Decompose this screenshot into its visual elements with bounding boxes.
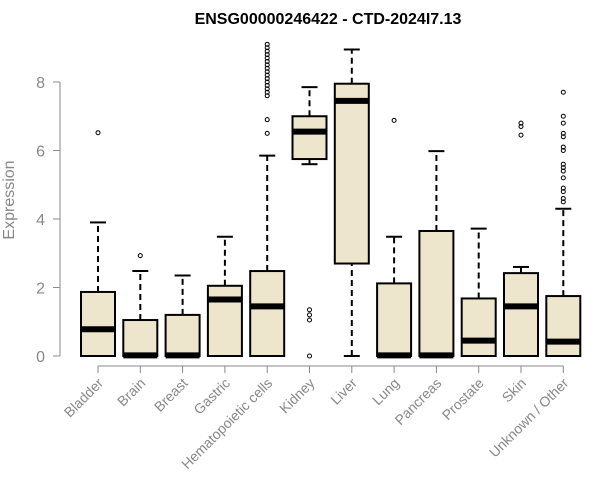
outlier-point (391, 117, 397, 123)
outlier-point (560, 175, 566, 181)
box-iqr (80, 290, 116, 358)
x-tick-label: Prostate (439, 375, 487, 423)
outlier-point (560, 120, 566, 126)
y-axis: 0 2 4 6 8 (36, 75, 61, 366)
box-group (460, 227, 497, 357)
outlier-point (264, 89, 270, 95)
box-iqr (249, 270, 286, 357)
outlier-point (264, 58, 270, 64)
outlier-point (264, 65, 270, 71)
outlier-point (560, 134, 566, 140)
outlier-point (264, 48, 270, 54)
y-tick-label: 8 (36, 75, 45, 92)
outlier-point (264, 72, 270, 78)
box-group (80, 130, 116, 358)
box-group (291, 86, 328, 359)
x-tick-label: Skin (499, 375, 530, 406)
outlier-point (264, 55, 270, 61)
chart-title: ENSG00000246422 - CTD-2024I7.13 (195, 11, 462, 28)
y-tick-label: 4 (36, 212, 45, 229)
box-group (206, 235, 243, 358)
box-group (249, 41, 286, 357)
outlier-point (264, 41, 270, 47)
box-iqr (545, 295, 582, 357)
outlier-point (560, 199, 566, 205)
outlier-point (560, 185, 566, 191)
outlier-point (264, 130, 270, 136)
x-tick-label: Brain (114, 375, 148, 409)
box-group (164, 274, 201, 359)
x-tick-label: Liver (327, 375, 360, 408)
outlier-point (307, 353, 312, 359)
outlier-point (560, 189, 566, 195)
y-tick-label: 0 (36, 349, 45, 366)
box-iqr (418, 229, 455, 357)
box-group (333, 48, 370, 357)
box-iqr (164, 313, 201, 357)
outlier-point (560, 130, 566, 136)
outlier-point (264, 76, 270, 82)
box-group (122, 253, 159, 359)
box-group (503, 120, 539, 357)
x-tick-label: Lung (369, 375, 402, 408)
outlier-point (560, 144, 566, 150)
box-iqr (503, 272, 539, 357)
x-tick-label: Bladder (61, 375, 107, 421)
y-axis-label: Expression (1, 160, 18, 239)
outlier-point (264, 93, 270, 99)
outlier-point (307, 312, 312, 318)
outlier-point (560, 195, 566, 201)
outlier-point (264, 52, 270, 58)
outlier-point (264, 79, 270, 85)
outlier-point (560, 161, 566, 167)
outlier-point (264, 62, 270, 68)
outlier-point (307, 307, 312, 313)
outlier-point (560, 165, 566, 171)
outlier-point (264, 82, 270, 88)
box-iqr (206, 284, 243, 358)
outlier-point (264, 117, 270, 123)
outlier-point (264, 86, 270, 92)
x-tick-label: Unknown / Other (486, 375, 572, 461)
box-iqr (376, 282, 413, 358)
box-group (545, 89, 582, 357)
outlier-point (560, 168, 566, 174)
outlier-point (307, 317, 312, 323)
outlier-point (518, 120, 524, 126)
outlier-point (518, 132, 524, 138)
outlier-point (560, 113, 566, 119)
outlier-point (560, 89, 566, 95)
outlier-point (560, 148, 566, 153)
x-tick-label: Pancreas (391, 375, 444, 428)
box-group (376, 117, 413, 359)
outlier-point (264, 69, 270, 75)
y-tick-label: 2 (36, 281, 45, 298)
outlier-point (518, 124, 524, 130)
boxes-group (80, 41, 582, 359)
outlier-point (137, 253, 143, 259)
outlier-point (95, 130, 101, 136)
box-iqr (460, 297, 497, 357)
box-iqr (333, 82, 370, 265)
box-iqr (122, 319, 159, 358)
box-iqr (291, 115, 328, 161)
x-tick-label: Kidney (276, 375, 318, 417)
outlier-point (264, 45, 270, 51)
y-tick-label: 6 (36, 144, 45, 161)
box-group (418, 150, 455, 359)
x-tick-label: Breast (151, 375, 191, 415)
